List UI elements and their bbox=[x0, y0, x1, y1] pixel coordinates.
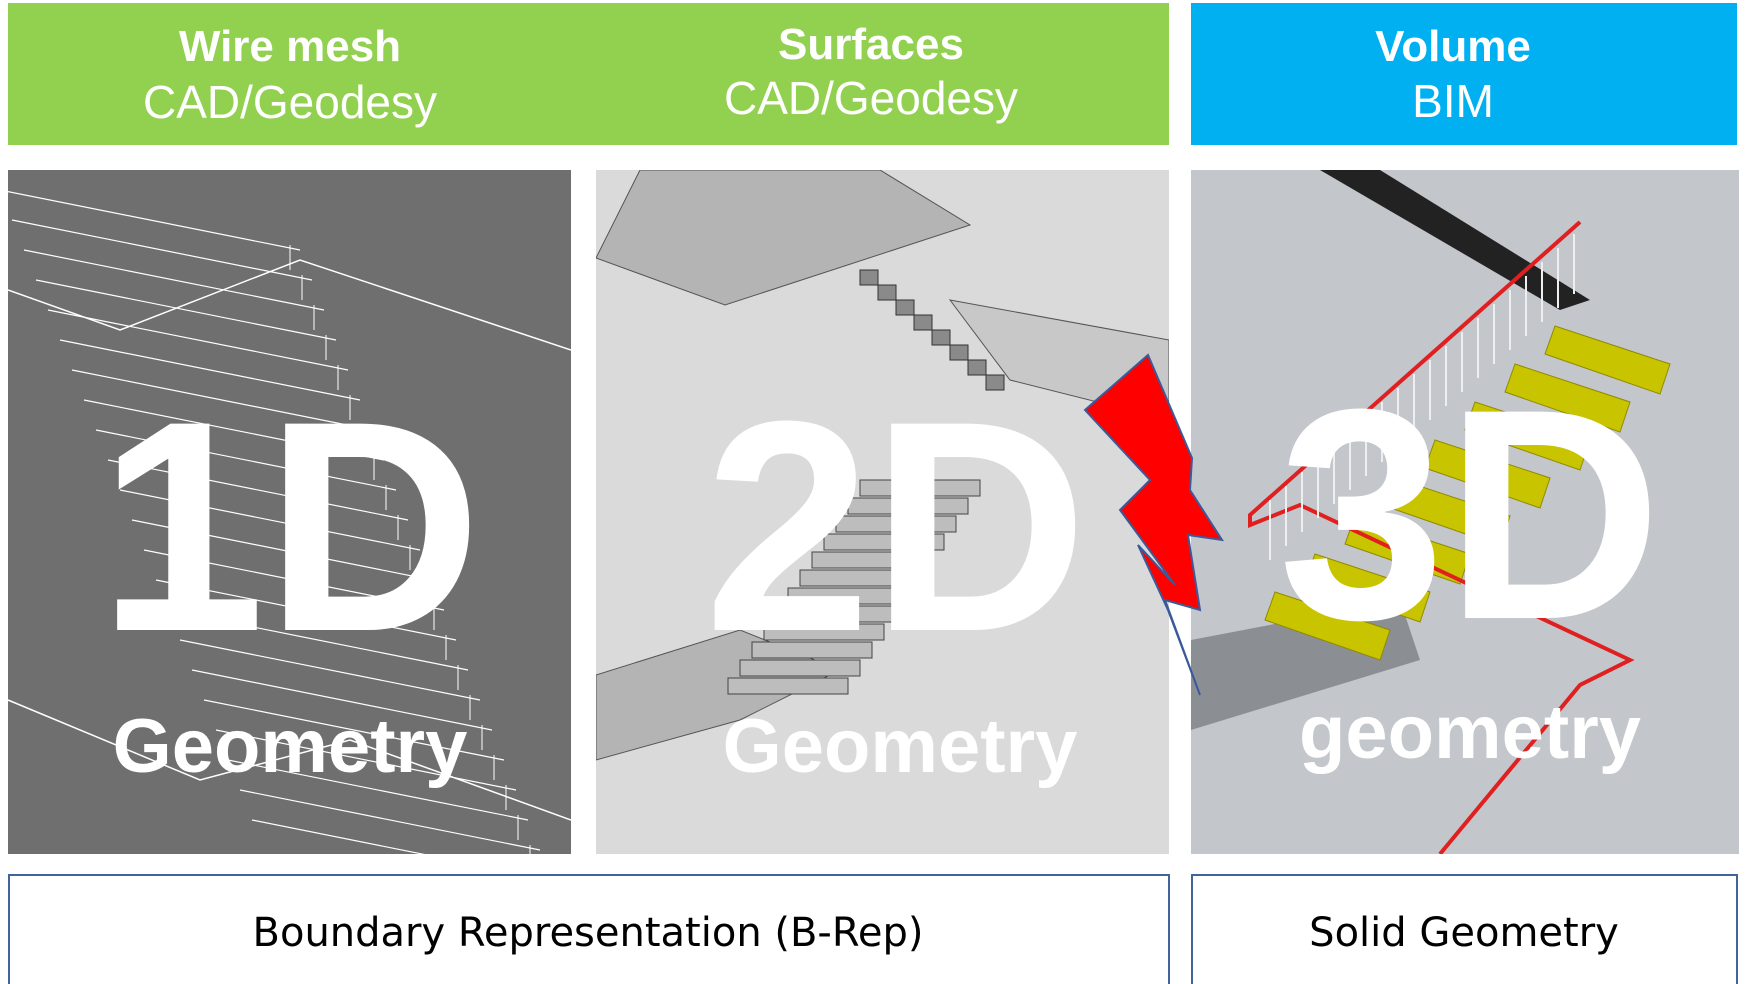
step bbox=[914, 315, 932, 330]
header-title: Surfaces bbox=[778, 20, 964, 69]
footer-label: Solid Geometry bbox=[1309, 910, 1619, 956]
step bbox=[860, 270, 878, 285]
dimension-label: 2D bbox=[704, 358, 1088, 694]
dimension-label: 1D bbox=[98, 358, 482, 694]
step bbox=[932, 330, 950, 345]
geometry-label: Geometry bbox=[723, 704, 1078, 789]
header-title: Wire mesh bbox=[179, 22, 401, 71]
geometry-label: Geometry bbox=[113, 704, 468, 789]
step bbox=[896, 300, 914, 315]
step bbox=[878, 285, 896, 300]
header-subtitle: CAD/Geodesy bbox=[143, 76, 437, 128]
header-title: Volume bbox=[1375, 22, 1531, 71]
footer-label: Boundary Representation (B-Rep) bbox=[253, 910, 924, 956]
geometry-label: geometry bbox=[1299, 690, 1641, 775]
header-subtitle: CAD/Geodesy bbox=[724, 72, 1018, 124]
header-subtitle: BIM bbox=[1412, 75, 1494, 127]
dimension-label: 3D bbox=[1278, 346, 1662, 682]
slide: Wire mesh CAD/Geodesy Surfaces CAD/Geode… bbox=[0, 0, 1746, 984]
